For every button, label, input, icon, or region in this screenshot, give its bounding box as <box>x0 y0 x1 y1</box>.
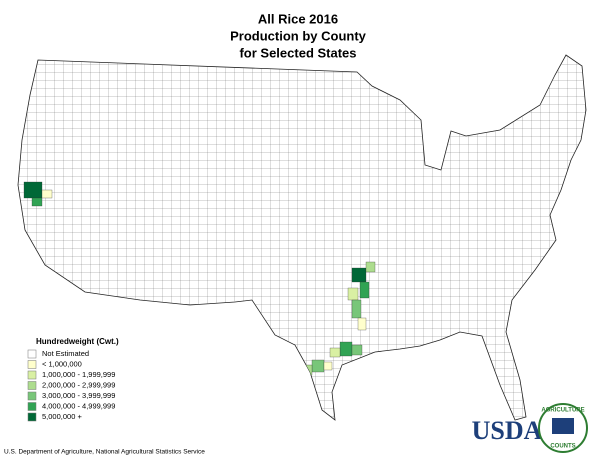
legend-label: 2,000,000 - 2,999,999 <box>42 380 115 389</box>
legend-swatch <box>27 370 37 380</box>
legend-label: 4,000,000 - 4,999,999 <box>42 401 115 410</box>
legend-swatch <box>27 391 37 401</box>
legend-title: Hundredweight (Cwt.) <box>36 337 119 346</box>
legend-label: Not Estimated <box>42 349 89 358</box>
logo-emblem <box>552 418 574 434</box>
logo-ring <box>538 403 588 453</box>
legend-label: < 1,000,000 <box>42 359 82 368</box>
legend-swatch <box>27 412 37 422</box>
legend-label: 3,000,000 - 3,999,999 <box>42 391 115 400</box>
usda-logo: USDA AGRICULTURE COUNTS <box>472 403 588 453</box>
usda-wordmark: USDA <box>472 416 543 445</box>
legend: Hundredweight (Cwt.) Not Estimated< 1,00… <box>27 337 119 422</box>
legend-swatch <box>27 381 37 390</box>
title-line: Production by County <box>230 28 367 43</box>
logo-ring-bottom: COUNTS <box>550 444 575 450</box>
legend-label: 1,000,000 - 1,999,999 <box>42 370 115 379</box>
legend-label: 5,000,000 + <box>42 412 82 421</box>
legend-swatch <box>27 402 37 411</box>
title: All Rice 2016 Production by County for S… <box>230 11 367 60</box>
source-note: U.S. Department of Agriculture, National… <box>4 449 205 456</box>
logo-ring-top: AGRICULTURE <box>541 408 584 414</box>
legend-swatch <box>27 349 37 359</box>
title-line: for Selected States <box>239 45 356 60</box>
title-line: All Rice 2016 <box>258 11 338 26</box>
legend-swatch <box>27 360 37 369</box>
